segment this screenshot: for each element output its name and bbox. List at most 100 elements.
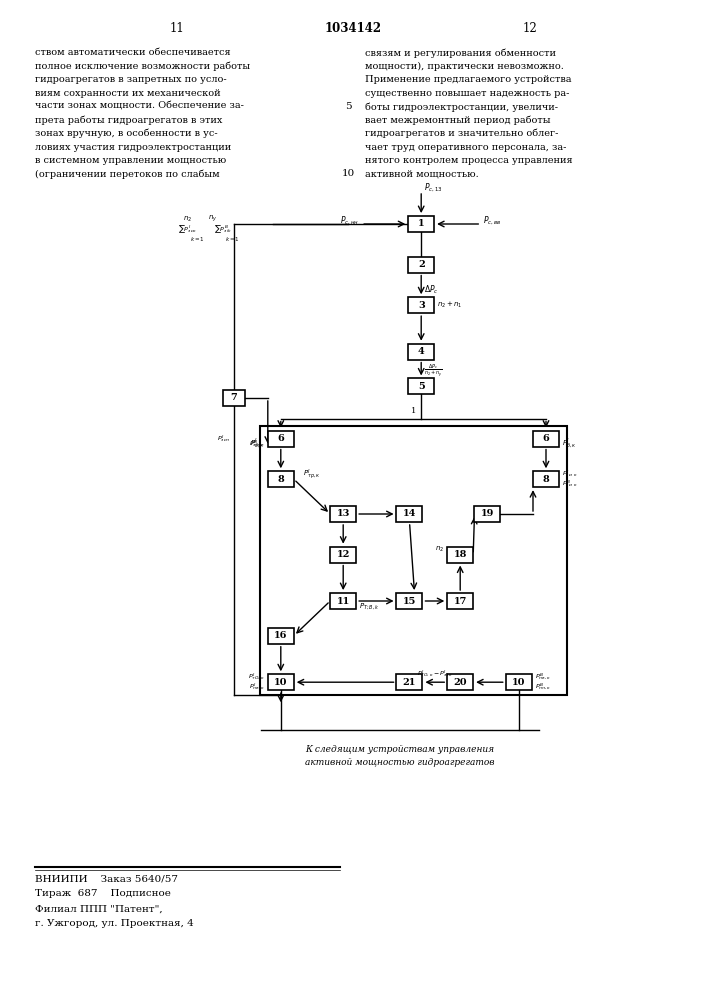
Text: части зонах мощности. Обеспечение за-: части зонах мощности. Обеспечение за- [35,102,244,111]
Text: $P^I_{пв,к}$: $P^I_{пв,к}$ [249,682,265,692]
Text: $P_{c,вв}$: $P_{c,вв}$ [483,215,501,227]
Bar [330,506,356,522]
Text: $n_2+n_1$: $n_2+n_1$ [437,300,462,310]
Text: Применение предлагаемого устройства: Применение предлагаемого устройства [365,75,571,84]
Text: 5: 5 [345,102,351,111]
Text: г. Ужгород, ул. Проектная, 4: г. Ужгород, ул. Проектная, 4 [35,919,194,928]
Text: 21: 21 [403,678,416,687]
Text: 10: 10 [512,678,525,687]
Bar [448,547,473,563]
Text: связям и регулирования обменности: связям и регулирования обменности [365,48,556,57]
Text: (ограничении перетоков по слабым: (ограничении перетоков по слабым [35,169,220,179]
Text: 14: 14 [403,510,416,518]
Bar [223,390,245,406]
Bar [448,593,473,609]
Text: Филиал ППП "Патент",: Филиал ППП "Патент", [35,905,163,914]
Bar [408,257,434,273]
Text: $n_2$: $n_2$ [183,214,192,224]
Text: 8: 8 [277,475,284,484]
Bar [259,426,567,695]
Bar [397,506,423,522]
Bar [408,216,434,232]
Bar [533,431,559,447]
Text: полное исключение возможности работы: полное исключение возможности работы [35,62,250,71]
Text: $P^B_{зи,к}$: $P^B_{зи,к}$ [562,479,578,489]
Text: $k=1$: $k=1$ [190,235,205,243]
Text: зонах вручную, в особенности в ус-: зонах вручную, в особенности в ус- [35,129,218,138]
Text: 8: 8 [543,475,549,484]
Text: 4: 4 [418,347,425,356]
Text: $n_y$: $n_y$ [208,214,218,224]
Text: $P^I_{тО,к}$: $P^I_{тО,к}$ [248,672,265,682]
Text: в системном управлении мощностью: в системном управлении мощностью [35,156,226,165]
Text: 10: 10 [274,678,288,687]
Text: $P^I_{тр,к}$: $P^I_{тр,к}$ [303,467,321,482]
Bar [408,344,434,360]
Text: вает межремонтный период работы: вает межремонтный период работы [365,115,551,125]
Text: 2: 2 [418,260,425,269]
Bar [408,378,434,394]
Bar [533,471,559,487]
Text: 5: 5 [418,382,425,391]
Text: гидроагрегатов и значительно облег-: гидроагрегатов и значительно облег- [365,129,559,138]
Text: $\sum P^B_{зik}$: $\sum P^B_{зik}$ [214,223,232,235]
Text: чает труд оперативного персонала, за-: чает труд оперативного персонала, за- [365,142,566,151]
Text: 7: 7 [230,393,238,402]
Text: $P_{T;B,k}$: $P_{T;B,k}$ [359,601,380,611]
Text: $\Delta P_c$: $\Delta P_c$ [424,284,439,296]
Text: $n_2$: $n_2$ [435,545,444,554]
Text: $P^I_{б,к}$: $P^I_{б,к}$ [562,437,577,450]
Text: $P^I_{TO,к}-P^I_{з1к}$: $P^I_{TO,к}-P^I_{з1к}$ [417,669,453,679]
Text: 6: 6 [277,434,284,443]
Text: 3: 3 [418,301,425,310]
Text: ловиях участия гидроэлектростанции: ловиях участия гидроэлектростанции [35,142,231,151]
Text: К следящим устройствам управления: К следящим устройствам управления [305,745,494,754]
Bar [506,674,532,690]
Text: прета работы гидроагрегатов в этих: прета работы гидроагрегатов в этих [35,115,223,125]
Text: 11: 11 [170,21,185,34]
Text: виям сохранности их механической: виям сохранности их механической [35,89,221,98]
Text: $k=1$: $k=1$ [226,235,240,243]
Text: $\frac{\Delta P_c}{n_2+n_y}$: $\frac{\Delta P_c}{n_2+n_y}$ [424,363,443,380]
Text: ством автоматически обеспечивается: ством автоматически обеспечивается [35,48,230,57]
Bar [268,471,294,487]
Text: 18: 18 [453,550,467,559]
Text: 11: 11 [337,596,350,605]
Text: 19: 19 [481,510,494,518]
Text: 16: 16 [274,631,288,640]
Text: 1: 1 [418,220,424,229]
Text: 13: 13 [337,510,350,518]
Bar [330,547,356,563]
Text: $\sum P^I_{зик}$: $\sum P^I_{зик}$ [178,223,197,235]
Bar [330,593,356,609]
Text: 20: 20 [453,678,467,687]
Text: боты гидроэлектростанции, увеличи-: боты гидроэлектростанции, увеличи- [365,102,558,111]
Text: $P^I_{зин}$: $P^I_{зин}$ [217,433,231,444]
Bar [408,297,434,313]
Text: 10: 10 [341,169,355,178]
Text: активной мощностью.: активной мощностью. [365,169,479,178]
Text: $P^I_{б,к}$: $P^I_{б,к}$ [250,437,265,450]
Bar [268,628,294,644]
Bar [268,431,294,447]
Bar [448,674,473,690]
Text: $P^B_{пн,к}$: $P^B_{пн,к}$ [534,682,551,692]
Text: 1034142: 1034142 [325,21,382,34]
Text: существенно повышает надежность ра-: существенно повышает надежность ра- [365,89,569,98]
Bar [397,674,423,690]
Text: нятого контролем процесса управления: нятого контролем процесса управления [365,156,573,165]
Text: 12: 12 [337,550,350,559]
Text: $P^I_{зи,к}$: $P^I_{зи,к}$ [562,469,578,479]
Text: мощности), практически невозможно.: мощности), практически невозможно. [365,62,564,71]
Text: активной мощностью гидроагрегатов: активной мощностью гидроагрегатов [305,758,494,767]
Text: гидроагрегатов в запретных по усло-: гидроагрегатов в запретных по усло- [35,75,227,84]
Text: $P^B_{пв,к}$: $P^B_{пв,к}$ [534,672,551,682]
Text: 1: 1 [411,407,416,415]
Text: $P^B_{зи,к}$: $P^B_{зи,к}$ [249,439,265,449]
Text: Тираж  687    Подписное: Тираж 687 Подписное [35,889,171,898]
Text: 12: 12 [522,21,537,34]
Bar [397,593,423,609]
Text: $P_{c,нн}$: $P_{c,нн}$ [340,215,359,227]
Text: 15: 15 [403,596,416,605]
Bar [474,506,501,522]
